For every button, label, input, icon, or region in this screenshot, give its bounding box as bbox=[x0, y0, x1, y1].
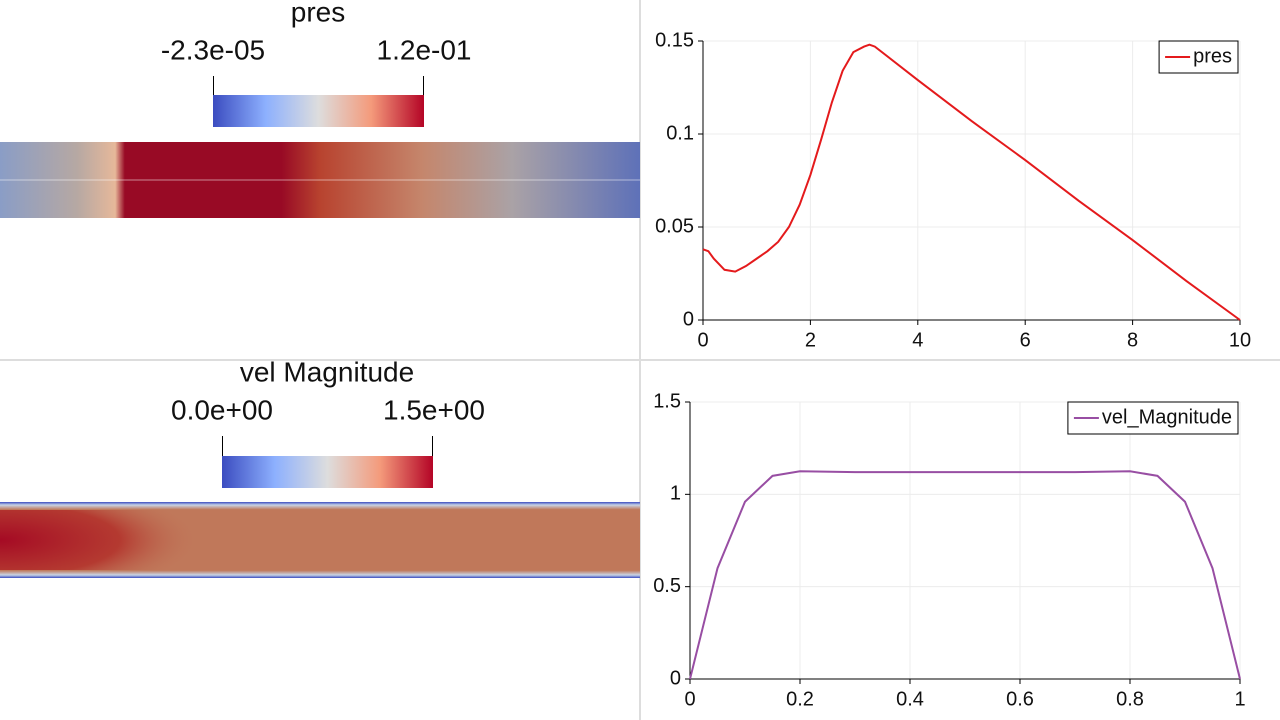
x-tick-label: 1 bbox=[1234, 688, 1245, 710]
y-tick-label: 0 bbox=[683, 308, 694, 330]
x-tick-label: 0.4 bbox=[896, 688, 924, 710]
series-line bbox=[689, 470, 1241, 680]
legend-label: vel_Magnitude bbox=[1102, 406, 1232, 428]
colorbar-title: pres bbox=[291, 0, 345, 27]
velocity-inlet bbox=[0, 510, 200, 570]
x-tick-label: 0 bbox=[684, 688, 695, 710]
colorbar-min: -2.3e-05 bbox=[161, 34, 265, 65]
colorbar bbox=[213, 95, 424, 127]
x-tick-label: 10 bbox=[1229, 329, 1251, 351]
colorbar-title: vel Magnitude bbox=[240, 356, 414, 387]
x-tick-label: 6 bbox=[1020, 329, 1031, 351]
y-tick-label: 1.5 bbox=[653, 390, 681, 412]
y-tick-label: 0 bbox=[670, 667, 681, 689]
x-tick-label: 0 bbox=[697, 329, 708, 351]
y-tick-label: 0.15 bbox=[655, 29, 694, 51]
colorbar bbox=[222, 456, 433, 488]
y-tick-label: 1 bbox=[670, 483, 681, 505]
y-tick-label: 0.1 bbox=[666, 122, 694, 144]
x-tick-label: 4 bbox=[912, 329, 923, 351]
x-tick-label: 0.2 bbox=[786, 688, 814, 710]
colorbar-min: 0.0e+00 bbox=[171, 394, 273, 425]
y-tick-label: 0.5 bbox=[653, 575, 681, 597]
x-tick-label: 0.8 bbox=[1116, 688, 1144, 710]
legend-label: pres bbox=[1193, 45, 1232, 67]
y-tick-label: 0.05 bbox=[655, 215, 694, 237]
colorbar-max: 1.2e-01 bbox=[377, 34, 472, 65]
x-tick-label: 0.6 bbox=[1006, 688, 1034, 710]
series-line bbox=[702, 43, 1241, 321]
x-tick-label: 8 bbox=[1127, 329, 1138, 351]
x-tick-label: 2 bbox=[805, 329, 816, 351]
colorbar-max: 1.5e+00 bbox=[383, 394, 485, 425]
